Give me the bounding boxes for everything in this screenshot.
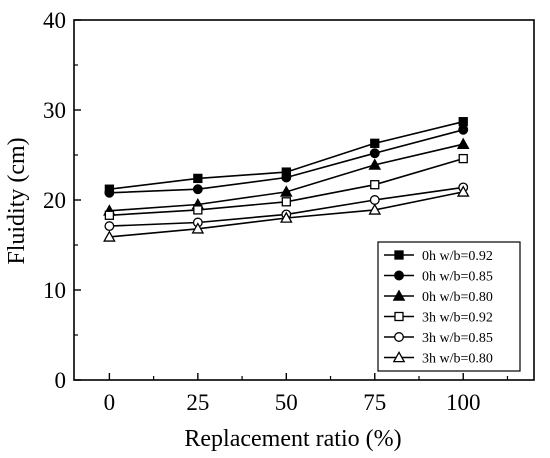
legend-label: 3h w/b=0.85 bbox=[422, 331, 493, 346]
legend-box bbox=[377, 241, 521, 372]
data-point bbox=[369, 148, 380, 159]
legend-marker bbox=[394, 311, 404, 322]
series-4 bbox=[104, 153, 468, 220]
x-axis-ticks: 0 25 50 75 100 bbox=[104, 373, 509, 415]
data-point bbox=[104, 210, 115, 220]
legend-item: 0h w/b=0.92 bbox=[384, 249, 493, 264]
y-axis-title: Fluidity (cm) bbox=[4, 137, 30, 264]
series-3 bbox=[103, 137, 470, 216]
legend-marker bbox=[394, 270, 404, 281]
data-point bbox=[368, 203, 382, 215]
legend-item: 3h w/b=0.85 bbox=[384, 331, 493, 346]
legend-item: 3h w/b=0.92 bbox=[384, 311, 493, 326]
data-point bbox=[192, 184, 203, 195]
y-tick-label: 30 bbox=[43, 98, 66, 123]
x-axis-title: Replacement ratio (%) bbox=[184, 426, 401, 452]
x-tick-label: 50 bbox=[275, 390, 298, 415]
data-point bbox=[368, 158, 382, 170]
data-point bbox=[369, 195, 380, 205]
data-point bbox=[103, 230, 116, 242]
data-point bbox=[370, 138, 380, 148]
data-point bbox=[281, 197, 291, 207]
legend-marker bbox=[394, 250, 404, 260]
legend-marker bbox=[392, 350, 406, 363]
legend-item: 3h w/b=0.80 bbox=[384, 350, 493, 367]
data-point bbox=[193, 173, 203, 184]
legend-item: 0h w/b=0.80 bbox=[384, 289, 493, 305]
legend: 0h w/b=0.92 0h w/b=0.85 0h w/b=0.80 3h w/b=… bbox=[377, 241, 521, 372]
y-tick-label: 10 bbox=[43, 278, 66, 303]
data-point bbox=[281, 172, 292, 183]
data-point bbox=[456, 137, 470, 150]
legend-marker bbox=[392, 289, 406, 301]
legend-marker bbox=[394, 332, 404, 342]
x-tick-label: 100 bbox=[446, 390, 481, 415]
data-point bbox=[458, 117, 468, 127]
y-tick-label: 40 bbox=[43, 8, 66, 33]
data-point bbox=[104, 221, 115, 232]
data-point bbox=[104, 187, 115, 198]
legend-label: 3h w/b=0.80 bbox=[422, 352, 493, 367]
series-6 bbox=[103, 185, 470, 242]
series-2 bbox=[104, 124, 469, 198]
legend-label: 0h w/b=0.92 bbox=[422, 249, 493, 264]
data-point bbox=[280, 185, 293, 197]
x-tick-label: 75 bbox=[363, 390, 386, 415]
data-point bbox=[191, 222, 205, 234]
y-tick-label: 20 bbox=[43, 188, 66, 213]
data-point bbox=[456, 185, 470, 197]
x-tick-label: 0 bbox=[104, 390, 116, 415]
data-point bbox=[280, 211, 293, 223]
series-layer bbox=[103, 117, 470, 242]
y-tick-label: 0 bbox=[55, 368, 67, 393]
y-axis-ticks: 0 10 20 30 40 bbox=[43, 8, 81, 393]
data-point bbox=[193, 205, 203, 215]
data-point bbox=[458, 153, 468, 164]
data-point bbox=[370, 180, 380, 190]
data-point bbox=[458, 124, 469, 135]
legend-label: 3h w/b=0.92 bbox=[422, 311, 493, 326]
legend-label: 0h w/b=0.85 bbox=[422, 270, 493, 285]
x-tick-label: 25 bbox=[186, 390, 209, 415]
legend-item: 0h w/b=0.85 bbox=[384, 270, 493, 285]
legend-label: 0h w/b=0.80 bbox=[422, 290, 493, 305]
